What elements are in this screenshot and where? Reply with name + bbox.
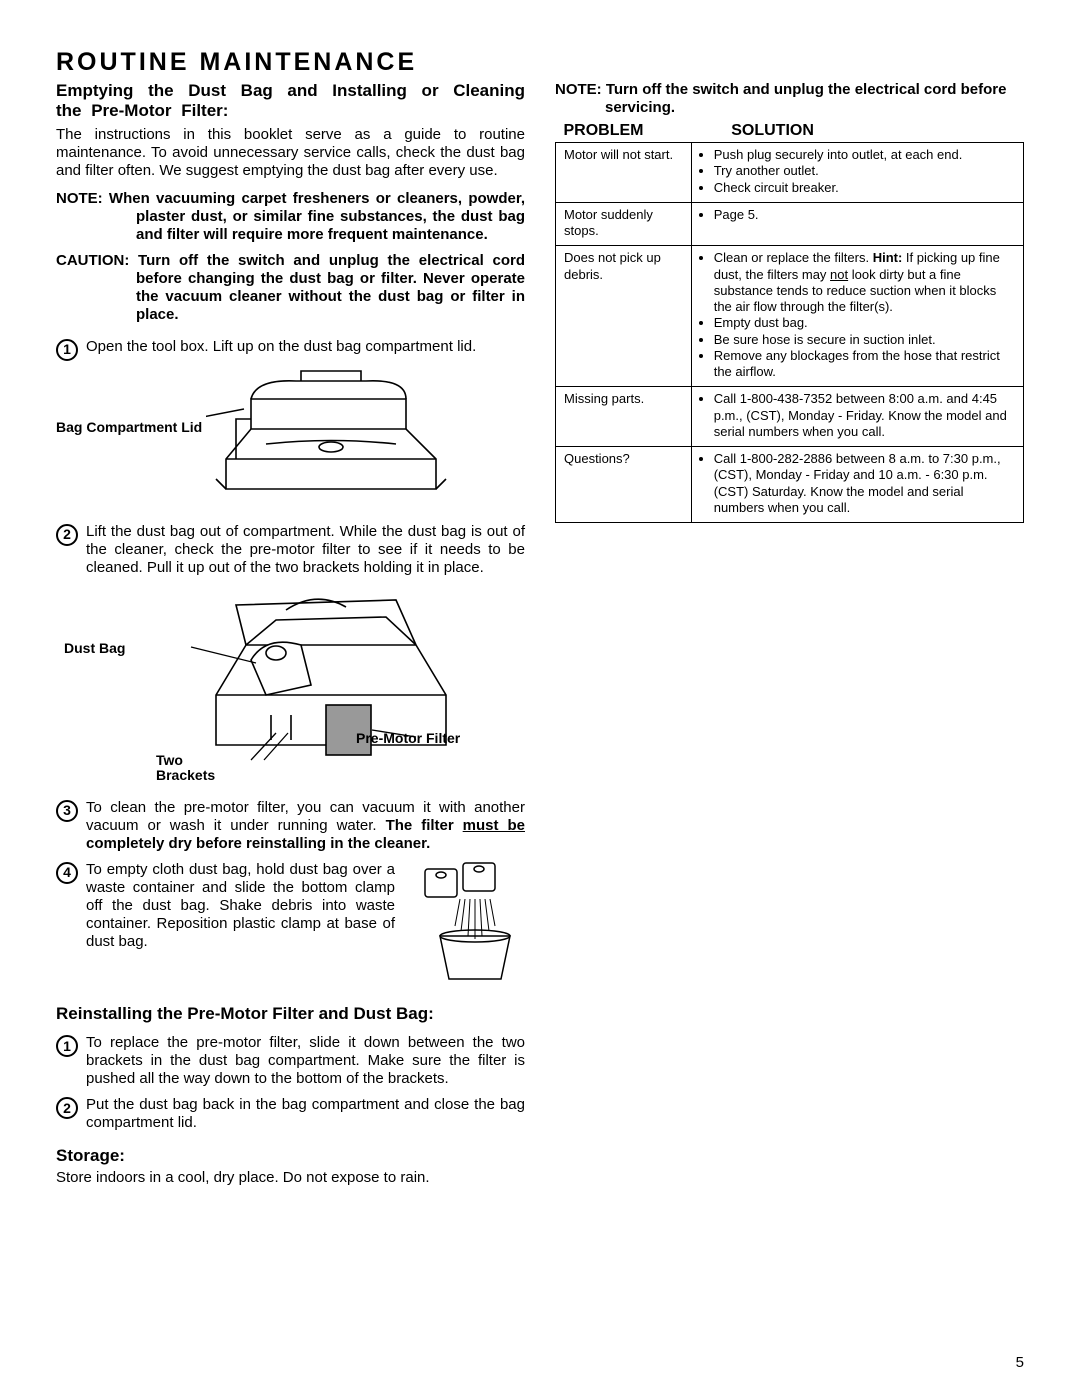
table-row: Missing parts. Call 1-800-438-7352 betwe… bbox=[556, 387, 1024, 447]
diagram-dust-bag: Dust Bag Two Brackets Pre-Motor Filter bbox=[56, 585, 525, 785]
th-problem: PROBLEM bbox=[556, 121, 692, 143]
note-block: NOTE: When vacuuming carpet fresheners o… bbox=[56, 190, 525, 244]
table-row: Questions? Call 1-800-282-2886 between 8… bbox=[556, 447, 1024, 523]
label-dust-bag: Dust Bag bbox=[64, 640, 125, 657]
step-3: 3 To clean the pre-motor filter, you can… bbox=[56, 799, 525, 853]
step-number-icon: 1 bbox=[56, 1035, 78, 1057]
label-two-brackets: Two Brackets bbox=[156, 753, 226, 784]
page-title: ROUTINE MAINTENANCE bbox=[56, 48, 1024, 77]
table-row: Motor will not start. Push plug securely… bbox=[556, 143, 1024, 203]
page-number: 5 bbox=[1016, 1354, 1024, 1371]
left-column: Emptying the Dust Bag and Installing or … bbox=[56, 81, 525, 1187]
diagram-bag-lid: Bag Compartment Lid bbox=[56, 369, 525, 509]
step-number-icon: 3 bbox=[56, 800, 78, 822]
subhead-reinstalling: Reinstalling the Pre-Motor Filter and Du… bbox=[56, 1004, 525, 1024]
right-column: NOTE: Turn off the switch and unplug the… bbox=[555, 81, 1024, 1187]
reinstall-step-2: 2 Put the dust bag back in the bag compa… bbox=[56, 1096, 525, 1132]
step-1: 1 Open the tool box. Lift up on the dust… bbox=[56, 338, 525, 361]
note-turn-off: NOTE: Turn off the switch and unplug the… bbox=[555, 81, 1024, 117]
step-4: 4 To empty cloth dust bag, hold dust bag… bbox=[56, 861, 525, 986]
step-number-icon: 2 bbox=[56, 524, 78, 546]
step-2: 2 Lift the dust bag out of compartment. … bbox=[56, 523, 525, 577]
subhead-emptying: Emptying the Dust Bag and Installing or … bbox=[56, 81, 525, 122]
diagram-empty-bag bbox=[405, 861, 525, 986]
intro-paragraph: The instructions in this booklet serve a… bbox=[56, 126, 525, 180]
label-pre-motor-filter: Pre-Motor Filter bbox=[356, 730, 460, 747]
step-number-icon: 1 bbox=[56, 339, 78, 361]
reinstall-step-1: 1 To replace the pre-motor filter, slide… bbox=[56, 1034, 525, 1088]
step-number-icon: 4 bbox=[56, 862, 78, 884]
label-bag-compartment-lid: Bag Compartment Lid bbox=[56, 419, 202, 436]
caution-block: CAUTION: Turn off the switch and unplug … bbox=[56, 252, 525, 324]
step-number-icon: 2 bbox=[56, 1097, 78, 1119]
th-solution: SOLUTION bbox=[691, 121, 1023, 143]
subhead-storage: Storage: bbox=[56, 1146, 525, 1166]
table-row: Motor suddenly stops. Page 5. bbox=[556, 202, 1024, 246]
troubleshoot-table: PROBLEM SOLUTION Motor will not start. P… bbox=[555, 121, 1024, 523]
table-row: Does not pick up debris. Clean or replac… bbox=[556, 246, 1024, 387]
storage-text: Store indoors in a cool, dry place. Do n… bbox=[56, 1169, 525, 1187]
